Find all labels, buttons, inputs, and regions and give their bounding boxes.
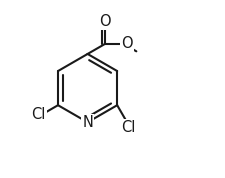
- Text: N: N: [82, 115, 93, 130]
- Text: O: O: [99, 14, 110, 30]
- Text: Cl: Cl: [32, 107, 46, 122]
- Text: Cl: Cl: [120, 120, 135, 135]
- Text: O: O: [121, 36, 133, 51]
